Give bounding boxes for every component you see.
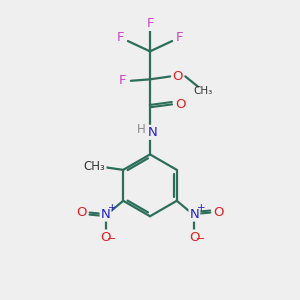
Text: O: O (100, 230, 111, 244)
Text: F: F (118, 74, 126, 87)
Text: O: O (213, 206, 224, 219)
Text: F: F (176, 31, 183, 44)
Text: −: − (107, 234, 116, 244)
Text: H: H (137, 124, 146, 136)
Text: O: O (189, 230, 200, 244)
Text: F: F (146, 17, 154, 30)
Text: +: + (196, 202, 205, 213)
Text: +: + (108, 202, 116, 213)
Text: O: O (76, 206, 87, 219)
Text: CH₃: CH₃ (194, 86, 213, 96)
Text: N: N (101, 208, 110, 220)
Text: N: N (148, 126, 157, 139)
Text: N: N (190, 208, 199, 220)
Text: CH₃: CH₃ (84, 160, 106, 173)
Text: −: − (196, 234, 205, 244)
Text: F: F (117, 31, 124, 44)
Text: O: O (172, 70, 183, 83)
Text: O: O (175, 98, 186, 111)
